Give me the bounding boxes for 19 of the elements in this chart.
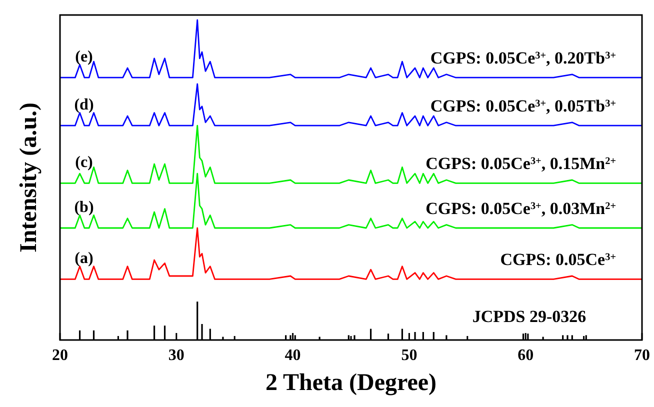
annotation: (b)	[74, 199, 94, 216]
annotation: (e)	[75, 48, 93, 66]
annotation: (a)	[74, 250, 94, 268]
series-label: JCPDS 29-0326	[472, 307, 586, 326]
annotation: (d)	[74, 96, 94, 114]
series-label: CGPS: 0.05Ce$^{3+}$	[500, 250, 616, 270]
series-label: CGPS: 0.05Ce$^{3+}$, 0.05Tb$^{3+}$	[430, 96, 616, 116]
series-label: CGPS: 0.05Ce$^{3+}$, 0.20Tb$^{3+}$	[430, 48, 616, 68]
y-axis-title: Intensity (a.u.)	[16, 102, 42, 253]
x-tick-label: 30	[168, 347, 184, 364]
x-tick-label: 40	[284, 347, 301, 364]
x-tick-label: 20	[52, 347, 68, 364]
series-label: CGPS: 0.05Ce$^{3+}$, 0.15Mn$^{2+}$	[426, 154, 616, 174]
x-tick-label: 60	[518, 347, 534, 364]
x-tick-label: 70	[634, 347, 650, 364]
series-label: CGPS: 0.05Ce$^{3+}$, 0.03Mn$^{2+}$	[426, 199, 616, 218]
x-axis-title: 2 Theta (Degree)	[265, 370, 437, 396]
x-tick-label: 50	[401, 347, 418, 364]
annotation: (c)	[75, 154, 93, 172]
